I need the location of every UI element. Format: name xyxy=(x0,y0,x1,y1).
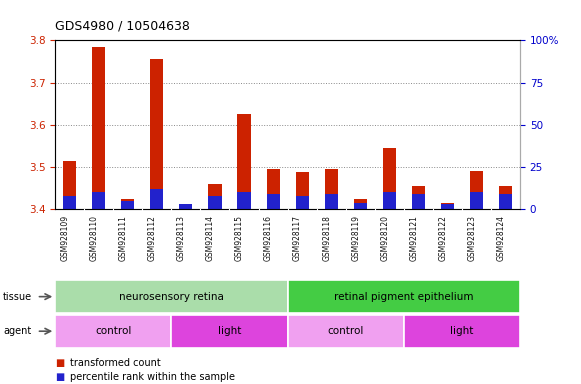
Bar xyxy=(238,192,250,209)
Bar xyxy=(354,199,367,209)
Bar xyxy=(121,199,134,209)
Text: light: light xyxy=(450,326,474,336)
Bar xyxy=(63,196,76,209)
Bar xyxy=(499,186,512,209)
Bar xyxy=(412,186,425,209)
Bar xyxy=(55,280,288,313)
Bar xyxy=(209,196,221,209)
Text: GSM928116: GSM928116 xyxy=(264,215,273,261)
Bar xyxy=(267,169,279,209)
Bar xyxy=(412,194,425,209)
Text: transformed count: transformed count xyxy=(70,358,160,368)
Bar xyxy=(499,194,512,209)
Text: tissue: tissue xyxy=(3,291,32,302)
Bar xyxy=(92,46,105,209)
Text: GSM928123: GSM928123 xyxy=(468,215,476,261)
Bar xyxy=(267,194,279,209)
Text: neurosensory retina: neurosensory retina xyxy=(119,291,224,302)
Bar xyxy=(383,192,396,209)
Bar xyxy=(441,204,454,209)
Bar xyxy=(470,171,483,209)
Bar xyxy=(180,204,192,209)
Bar xyxy=(441,203,454,209)
Bar xyxy=(209,184,221,209)
Text: GSM928117: GSM928117 xyxy=(293,215,302,261)
Bar xyxy=(470,192,483,209)
Bar xyxy=(404,315,520,348)
Text: GSM928118: GSM928118 xyxy=(322,215,331,261)
Text: percentile rank within the sample: percentile rank within the sample xyxy=(70,372,235,382)
Bar xyxy=(238,114,250,209)
Bar xyxy=(354,202,367,209)
Text: GSM928122: GSM928122 xyxy=(439,215,447,261)
Bar xyxy=(288,315,404,348)
Bar xyxy=(150,189,163,209)
Bar xyxy=(171,315,288,348)
Bar xyxy=(325,169,338,209)
Bar xyxy=(150,59,163,209)
Bar xyxy=(63,161,76,209)
Text: GSM928115: GSM928115 xyxy=(235,215,244,261)
Bar xyxy=(288,280,520,313)
Bar xyxy=(296,172,309,209)
Text: GSM928112: GSM928112 xyxy=(148,215,157,261)
Bar xyxy=(55,315,171,348)
Text: GSM928120: GSM928120 xyxy=(381,215,389,261)
Bar xyxy=(180,207,192,209)
Text: GSM928110: GSM928110 xyxy=(90,215,99,261)
Bar xyxy=(92,192,105,209)
Text: GSM928119: GSM928119 xyxy=(352,215,360,261)
Text: GSM928109: GSM928109 xyxy=(61,215,70,261)
Text: control: control xyxy=(95,326,131,336)
Text: agent: agent xyxy=(3,326,31,336)
Text: ■: ■ xyxy=(55,358,64,368)
Bar xyxy=(296,196,309,209)
Text: GSM928124: GSM928124 xyxy=(497,215,505,261)
Bar xyxy=(325,194,338,209)
Text: GDS4980 / 10504638: GDS4980 / 10504638 xyxy=(55,20,190,33)
Text: GSM928111: GSM928111 xyxy=(119,215,128,261)
Text: light: light xyxy=(218,326,241,336)
Text: GSM928113: GSM928113 xyxy=(177,215,186,261)
Text: GSM928121: GSM928121 xyxy=(410,215,418,261)
Bar xyxy=(121,201,134,209)
Text: GSM928114: GSM928114 xyxy=(206,215,215,261)
Text: control: control xyxy=(328,326,364,336)
Text: ■: ■ xyxy=(55,372,64,382)
Text: retinal pigment epithelium: retinal pigment epithelium xyxy=(334,291,474,302)
Bar xyxy=(383,148,396,209)
